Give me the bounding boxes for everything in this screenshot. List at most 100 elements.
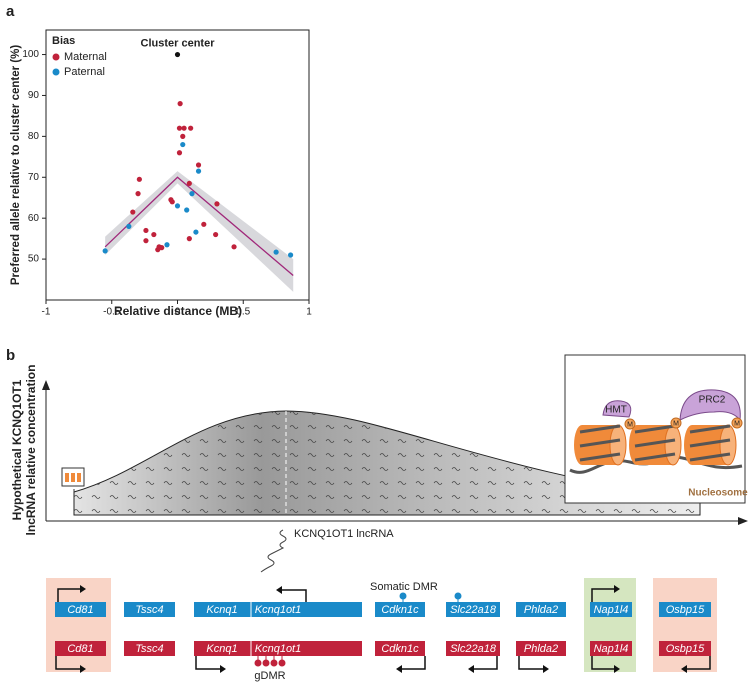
point bbox=[102, 248, 108, 254]
point bbox=[273, 249, 279, 255]
gene-box bbox=[375, 641, 425, 656]
point bbox=[195, 162, 202, 168]
point bbox=[136, 176, 142, 182]
confidence-band bbox=[105, 171, 294, 292]
point bbox=[159, 245, 165, 251]
tss-arrow bbox=[591, 588, 614, 602]
gdmr-label: gDMR bbox=[254, 670, 285, 682]
gene-label: Phlda2 bbox=[524, 604, 558, 616]
x-tick-label: 0 bbox=[175, 307, 181, 318]
point bbox=[126, 223, 132, 229]
dna-wrap bbox=[689, 424, 731, 462]
nucleosome-icon bbox=[65, 473, 69, 482]
point bbox=[186, 180, 192, 187]
methyl-mark bbox=[670, 417, 682, 429]
gene-label: Cd81 bbox=[67, 604, 93, 616]
tss-arrow bbox=[402, 656, 426, 670]
y-axis-label: Hypothetical KCNQ1OT1 bbox=[10, 379, 24, 520]
point bbox=[174, 203, 181, 209]
tss-arrow bbox=[55, 656, 80, 670]
arrow-head bbox=[276, 586, 282, 594]
legend-title: Bias bbox=[52, 35, 75, 47]
rna-squiggle bbox=[260, 529, 287, 573]
point bbox=[184, 207, 190, 213]
y-tick-label: 80 bbox=[28, 131, 40, 142]
gene-box bbox=[659, 641, 711, 656]
point bbox=[143, 238, 149, 244]
y-tick-label: 90 bbox=[28, 90, 40, 101]
gene-label: Cdkn1c bbox=[381, 643, 419, 655]
methyl-mark bbox=[731, 417, 743, 429]
cluster-center-label: Cluster center bbox=[141, 37, 216, 49]
arrow-head bbox=[614, 665, 620, 673]
gene-box bbox=[375, 602, 425, 617]
gene-label: Osbp15 bbox=[666, 604, 705, 616]
legend-marker bbox=[52, 68, 60, 76]
gene-box bbox=[194, 602, 250, 617]
methyl-label: M bbox=[734, 420, 740, 427]
point bbox=[169, 199, 175, 205]
tss-arrow bbox=[687, 656, 711, 670]
point bbox=[176, 125, 183, 131]
dna-wrap bbox=[634, 424, 676, 462]
arrow-head bbox=[614, 585, 620, 593]
point bbox=[130, 209, 136, 215]
arrow-head bbox=[468, 665, 474, 673]
gene-box bbox=[590, 602, 632, 617]
x-tick-label: 0.5 bbox=[236, 307, 250, 318]
prc2-label: PRC2 bbox=[699, 395, 726, 406]
arrow-head bbox=[80, 585, 86, 593]
gene-label: Tssc4 bbox=[135, 643, 163, 655]
y-axis-label: lncRNA relative concentration bbox=[24, 365, 38, 536]
gdmr-dot bbox=[262, 659, 270, 667]
gene-box bbox=[590, 641, 632, 656]
legend-marker bbox=[52, 53, 60, 61]
point bbox=[186, 236, 192, 242]
point bbox=[176, 150, 183, 156]
dmr-dot bbox=[399, 592, 407, 600]
point bbox=[135, 191, 141, 197]
point bbox=[189, 191, 195, 197]
point bbox=[188, 125, 194, 131]
gene-box bbox=[194, 641, 250, 656]
gene-label: Nap1l4 bbox=[594, 604, 629, 616]
methyl-label: M bbox=[627, 421, 633, 428]
gene-label: Cdkn1c bbox=[381, 604, 419, 616]
nucleosome-face bbox=[609, 424, 627, 466]
tss-arrow bbox=[518, 656, 543, 670]
gene-box bbox=[516, 602, 566, 617]
tss-arrow bbox=[591, 656, 614, 670]
arrow-head bbox=[396, 665, 402, 673]
point bbox=[193, 229, 199, 235]
trend-line bbox=[104, 176, 294, 276]
legend-label: Paternal bbox=[64, 66, 105, 78]
gene-label: Kcnq1ot1 bbox=[255, 643, 301, 655]
methyl-label: M bbox=[673, 420, 679, 427]
point bbox=[213, 231, 219, 238]
point bbox=[180, 141, 186, 148]
lncrna-texture bbox=[74, 411, 700, 515]
panel-label: b bbox=[6, 347, 15, 364]
nucleosome-label: Nucleosome bbox=[688, 488, 748, 499]
point bbox=[195, 168, 202, 174]
highlight bbox=[653, 578, 717, 672]
gene-box bbox=[124, 602, 175, 617]
gene-label: Kcnq1ot1 bbox=[255, 604, 301, 616]
nucleosome-face bbox=[664, 424, 682, 466]
x-tick-label: 1 bbox=[306, 307, 312, 318]
y-tick-label: 60 bbox=[28, 213, 40, 224]
tss-arrow bbox=[282, 589, 307, 602]
somatic-dmr-label: Somatic DMR bbox=[370, 581, 438, 593]
arrow-head bbox=[681, 665, 687, 673]
gene-label: Cd81 bbox=[67, 643, 93, 655]
gene-box bbox=[659, 602, 711, 617]
y-tick-label: 50 bbox=[28, 254, 40, 265]
point bbox=[151, 231, 157, 238]
gene-label: Kcnq1 bbox=[206, 643, 237, 655]
panel-label: a bbox=[6, 3, 15, 20]
nucleosome-icon bbox=[71, 473, 75, 482]
x-axis-label: Relative distance (MB) bbox=[114, 304, 242, 318]
gene-box bbox=[446, 602, 500, 617]
highlight bbox=[46, 578, 111, 672]
